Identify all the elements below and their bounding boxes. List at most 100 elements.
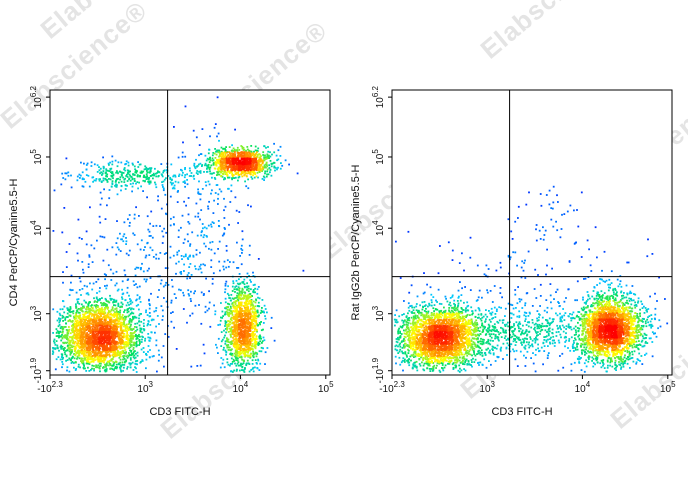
event-dot xyxy=(79,309,82,311)
event-dot xyxy=(220,190,223,193)
event-dot xyxy=(149,235,152,237)
event-dot xyxy=(129,358,132,361)
event-dot xyxy=(109,350,112,353)
event-dot xyxy=(100,315,102,317)
event-dot xyxy=(113,329,115,332)
event-dot xyxy=(58,324,61,326)
event-dot xyxy=(99,321,102,324)
event-dot xyxy=(117,311,120,313)
event-dot xyxy=(114,332,117,335)
event-dot xyxy=(238,211,241,213)
event-dot xyxy=(212,152,215,154)
event-dot xyxy=(248,244,251,247)
event-dot xyxy=(97,324,100,327)
event-dot xyxy=(115,343,118,346)
event-dot xyxy=(171,285,174,288)
event-dot xyxy=(62,356,64,359)
event-dot xyxy=(147,345,150,347)
event-dot xyxy=(94,359,97,361)
event-dot xyxy=(220,161,222,164)
event-dot xyxy=(101,172,104,175)
event-dot xyxy=(252,275,255,277)
event-dot xyxy=(82,352,85,355)
event-dot xyxy=(252,350,254,353)
event-dot xyxy=(107,162,110,165)
event-dot xyxy=(255,320,258,322)
event-dot xyxy=(230,307,232,310)
event-dot xyxy=(163,178,166,181)
event-dot xyxy=(82,324,85,327)
event-dot xyxy=(73,366,75,369)
event-dot xyxy=(65,359,67,362)
event-dot xyxy=(227,302,229,305)
event-dot xyxy=(271,153,273,156)
event-dot xyxy=(209,172,212,175)
event-dot xyxy=(97,350,100,353)
event-dot xyxy=(266,173,268,176)
event-dot xyxy=(94,326,96,329)
event-dot xyxy=(221,155,224,157)
event-dot xyxy=(229,364,231,367)
event-dot xyxy=(257,160,260,163)
event-dot xyxy=(186,257,189,259)
event-dot xyxy=(207,207,210,210)
event-dot xyxy=(235,173,237,175)
event-dot xyxy=(236,296,239,298)
event-dot xyxy=(68,348,71,350)
event-dot xyxy=(241,172,244,175)
event-dot xyxy=(84,357,86,359)
event-dot xyxy=(91,357,93,360)
event-dot xyxy=(231,167,234,170)
event-dot xyxy=(91,261,94,263)
event-dot xyxy=(145,254,148,257)
event-dot xyxy=(269,171,271,174)
event-dot xyxy=(242,342,245,345)
event-dot xyxy=(221,338,224,341)
event-dot xyxy=(252,320,255,322)
event-dot xyxy=(140,185,142,188)
event-dot xyxy=(135,304,138,307)
event-dot xyxy=(100,301,102,304)
event-dot xyxy=(153,310,156,313)
event-dot xyxy=(107,300,110,303)
event-dot xyxy=(109,171,112,174)
event-dot xyxy=(109,323,111,326)
event-dot xyxy=(131,190,133,193)
event-dot xyxy=(82,271,85,274)
event-dot xyxy=(73,317,76,319)
event-dot xyxy=(76,179,79,182)
event-dot xyxy=(217,169,220,172)
event-dot xyxy=(140,170,143,173)
event-dot xyxy=(246,303,248,306)
event-dot xyxy=(61,336,64,339)
event-dot xyxy=(65,251,68,253)
event-dot xyxy=(150,175,152,177)
event-dot xyxy=(228,313,230,316)
event-dot xyxy=(256,343,259,345)
event-dot xyxy=(218,149,221,152)
event-dot xyxy=(119,361,122,364)
event-dot xyxy=(251,171,254,174)
event-dot xyxy=(186,321,188,324)
event-dot xyxy=(117,288,120,291)
event-dot xyxy=(123,345,126,348)
event-dot xyxy=(264,154,266,157)
event-dot xyxy=(238,356,241,359)
event-dot xyxy=(95,309,98,312)
event-dot xyxy=(117,177,119,180)
event-dot xyxy=(87,358,90,361)
event-dot xyxy=(98,320,101,322)
event-dot xyxy=(115,345,118,348)
event-dot xyxy=(251,363,254,365)
event-dot xyxy=(111,350,114,353)
event-dot xyxy=(258,297,261,300)
event-dot xyxy=(217,151,220,154)
event-dot xyxy=(68,357,71,360)
event-dot xyxy=(191,312,194,315)
event-dot xyxy=(96,164,99,167)
event-dot xyxy=(109,349,112,351)
event-dot xyxy=(69,315,72,317)
event-dot xyxy=(259,167,261,170)
event-dot xyxy=(113,319,116,322)
event-dot xyxy=(229,153,232,156)
